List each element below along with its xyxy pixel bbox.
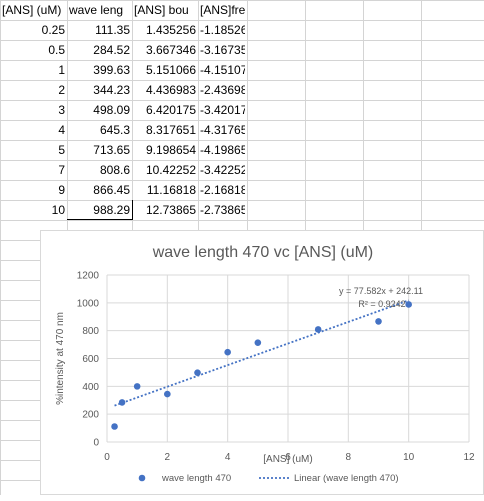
- x-tick-label: 8: [346, 452, 352, 463]
- table-cell[interactable]: 10: [51, 203, 65, 217]
- chart[interactable]: wave length 470 vc [ANS] (uM) 0 200 400 600 8…: [40, 230, 484, 495]
- table-cell[interactable]: 10.42252: [145, 163, 196, 177]
- table-cell[interactable]: -1.18526: [200, 23, 245, 37]
- table-cell[interactable]: 284.52: [93, 43, 130, 57]
- data-point: [375, 318, 382, 325]
- y-axis-label: %intensity at 470 nm: [55, 312, 66, 405]
- trendline: [114, 299, 409, 407]
- table-cell[interactable]: 399.63: [93, 63, 130, 77]
- table-cell[interactable]: 0.25: [41, 23, 65, 37]
- legend-label: Linear (wave length 470): [294, 473, 399, 484]
- y-tick-label: 0: [93, 438, 99, 449]
- column-header[interactable]: [ANS]free: [200, 3, 245, 17]
- table-cell[interactable]: -2.16818: [200, 183, 245, 197]
- chart-title: wave length 470 vc [ANS] (uM): [152, 244, 374, 261]
- table-cell[interactable]: -4.15107: [200, 63, 245, 77]
- data-point: [314, 326, 322, 333]
- data-point: [118, 399, 126, 406]
- r-squared-label: R² = 0.9242: [358, 299, 405, 309]
- table-cell[interactable]: 12.73865: [145, 203, 196, 217]
- table-cell[interactable]: -3.42252: [200, 163, 245, 177]
- y-tick-label: 800: [82, 326, 99, 337]
- y-tick-label: 600: [82, 354, 99, 365]
- data-point: [405, 301, 412, 308]
- y-tick-label: 200: [82, 410, 99, 421]
- x-axis-label: [ANS] (uM): [263, 454, 312, 465]
- table-cell[interactable]: -3.42017: [200, 103, 245, 117]
- table-cell[interactable]: 498.09: [93, 103, 130, 117]
- data-point: [133, 383, 141, 390]
- data-point: [224, 348, 231, 356]
- column-header[interactable]: [ANS] bou: [134, 3, 189, 17]
- legend-marker: [138, 474, 146, 482]
- table-cell[interactable]: -4.19865: [200, 143, 245, 157]
- y-tick-label: 1000: [77, 298, 100, 309]
- table-cell[interactable]: 8.317651: [145, 123, 196, 137]
- x-tick-label: 4: [225, 452, 231, 463]
- table-cell[interactable]: 2: [58, 83, 65, 97]
- table-cell[interactable]: 9.198654: [145, 143, 196, 157]
- table-cell[interactable]: 3: [58, 103, 65, 117]
- table-cell[interactable]: 3.667346: [145, 43, 196, 57]
- table-cell[interactable]: 808.6: [99, 163, 130, 177]
- table-cell[interactable]: 1: [58, 63, 65, 77]
- x-tick-label: 2: [165, 452, 171, 463]
- data-point: [111, 423, 118, 430]
- table-cell[interactable]: 645.3: [99, 123, 130, 137]
- table-cell[interactable]: 7: [58, 163, 65, 177]
- table-cell[interactable]: 713.65: [93, 143, 130, 157]
- x-tick-label: 0: [104, 452, 110, 463]
- table-cell[interactable]: -4.31765: [200, 123, 245, 137]
- table-cell[interactable]: 4: [58, 123, 65, 137]
- chart-canvas: wave length 470 vc [ANS] (uM) 0 200 400 600 8…: [55, 244, 475, 484]
- table-cell[interactable]: 6.420175: [145, 103, 196, 117]
- table-cell[interactable]: 11.16818: [146, 183, 196, 197]
- legend-label: wave length 470: [161, 473, 231, 484]
- table-cell[interactable]: 1.435256: [145, 23, 196, 37]
- table-cell[interactable]: 9: [58, 183, 65, 197]
- table-cell[interactable]: 866.45: [93, 183, 130, 197]
- data-point: [164, 390, 171, 398]
- table-cell[interactable]: 0.5: [48, 43, 65, 57]
- table-cell[interactable]: 111.35: [95, 23, 130, 37]
- x-tick-label: 10: [403, 452, 415, 463]
- x-tick-label: 12: [463, 452, 475, 463]
- table-cell[interactable]: 344.23: [93, 83, 130, 97]
- data-point: [254, 339, 262, 346]
- x-tick-label: 6: [285, 452, 291, 463]
- table-cell[interactable]: 4.436983: [145, 83, 196, 97]
- column-header[interactable]: wave leng: [69, 3, 124, 17]
- trendline-equation: y = 77.582x + 242.11: [339, 286, 423, 296]
- table-cell[interactable]: -2.43698: [200, 83, 245, 97]
- table-cell[interactable]: 988.29: [93, 203, 130, 217]
- table-cell[interactable]: -3.16735: [200, 43, 245, 57]
- column-header[interactable]: [ANS] (uM): [2, 3, 62, 17]
- table-cell[interactable]: -2.73865: [200, 203, 245, 217]
- table-cell[interactable]: 5.151066: [145, 63, 196, 77]
- table-cell[interactable]: 5: [58, 143, 65, 157]
- y-tick-label: 1200: [77, 271, 100, 282]
- data-point: [194, 369, 201, 376]
- y-tick-label: 400: [82, 382, 99, 393]
